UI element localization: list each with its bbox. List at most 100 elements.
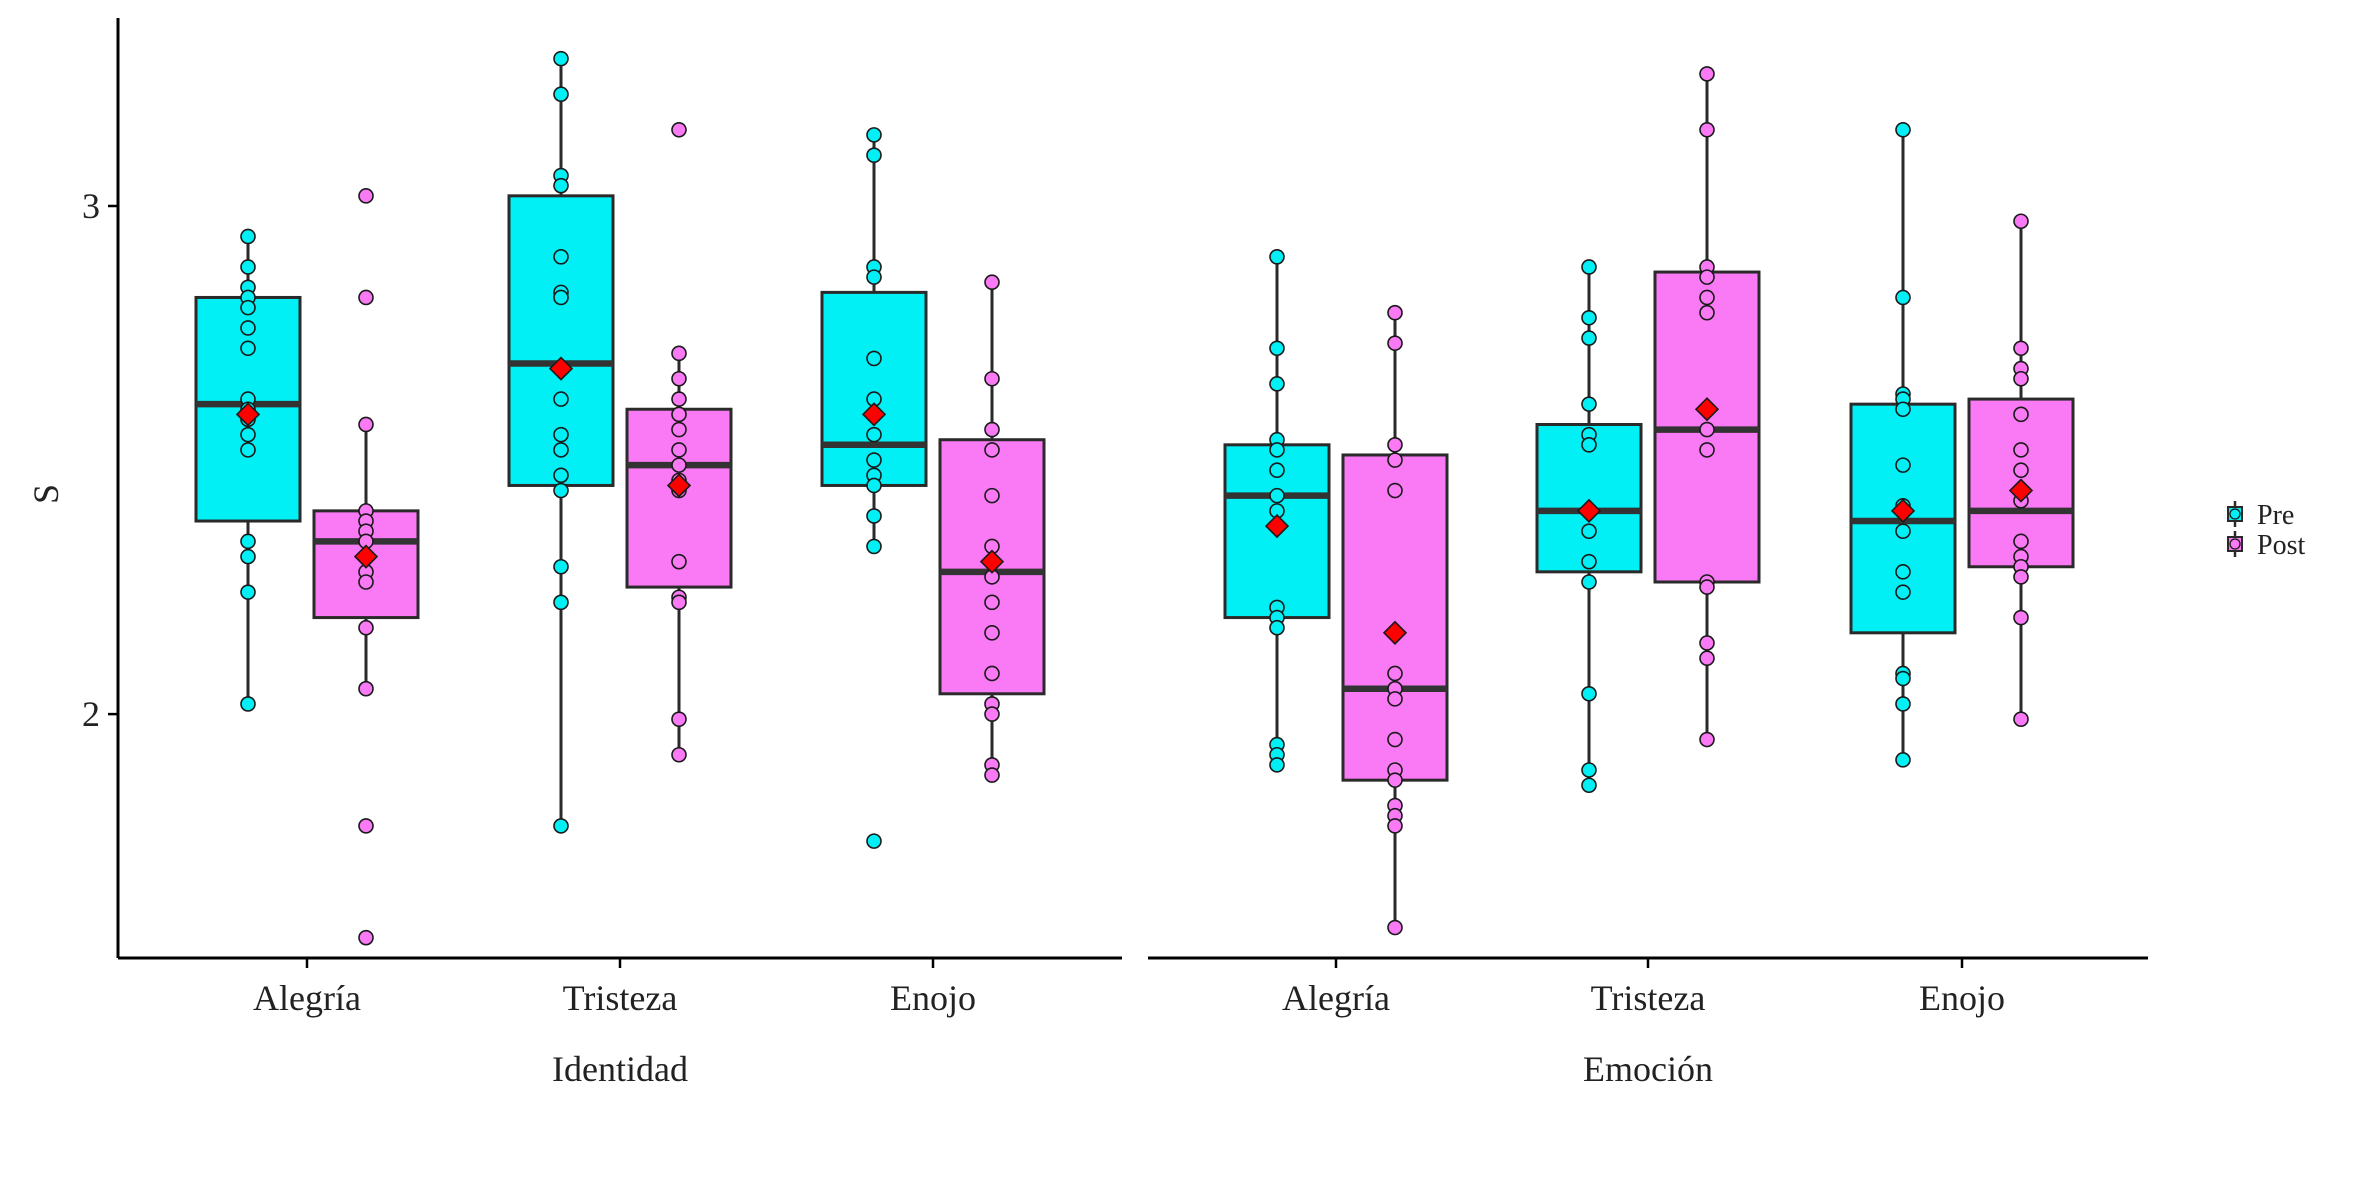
data-point <box>866 477 882 494</box>
data-point <box>358 680 374 697</box>
data-point <box>1387 691 1403 707</box>
data-point <box>1387 304 1403 321</box>
data-point <box>1269 376 1285 392</box>
x-tick-label: Enojo <box>890 978 976 1018</box>
data-point <box>866 350 882 367</box>
data-point <box>671 121 687 138</box>
box-group-pre <box>1849 121 1957 768</box>
data-point <box>671 421 687 438</box>
data-point <box>866 452 882 468</box>
data-point <box>1387 482 1403 499</box>
data-point <box>1387 665 1403 682</box>
data-point <box>1581 553 1597 570</box>
data-point <box>2013 533 2029 550</box>
data-point <box>1895 752 1911 768</box>
data-point <box>240 533 256 550</box>
data-point <box>2013 442 2029 458</box>
data-point <box>1699 579 1715 595</box>
data-point <box>1581 330 1597 346</box>
data-point <box>1387 335 1403 351</box>
y-tick-label: 2 <box>82 694 100 734</box>
box-group-post <box>938 274 1046 783</box>
data-point <box>1269 619 1285 636</box>
data-point <box>2013 370 2029 387</box>
legend-key-point <box>2229 508 2241 520</box>
data-point <box>1387 772 1403 788</box>
data-point <box>984 442 1000 458</box>
data-point <box>866 508 882 524</box>
data-point <box>553 426 569 443</box>
data-point <box>553 467 569 484</box>
mean-marker <box>548 356 574 381</box>
data-point <box>1699 731 1715 748</box>
data-point <box>984 487 1000 504</box>
data-point <box>2013 462 2029 479</box>
data-point <box>1581 777 1597 794</box>
data-point <box>358 574 374 590</box>
data-point <box>240 548 256 565</box>
data-point <box>671 594 687 611</box>
data-point <box>553 442 569 458</box>
data-point <box>1387 437 1403 453</box>
data-point <box>866 833 882 849</box>
mean-marker <box>861 402 887 427</box>
box-group-post <box>1653 66 1761 748</box>
data-point <box>866 127 882 143</box>
data-point <box>984 370 1000 387</box>
data-point <box>671 370 687 387</box>
data-point <box>1895 289 1911 306</box>
data-point <box>984 274 1000 291</box>
data-point <box>553 482 569 499</box>
data-point <box>358 818 374 834</box>
data-point <box>553 594 569 611</box>
data-point <box>866 147 882 163</box>
mean-marker <box>1264 513 1290 539</box>
data-point <box>671 553 687 570</box>
data-point <box>358 929 374 946</box>
box-group-pre <box>1535 259 1643 794</box>
data-point <box>671 746 687 763</box>
data-point <box>984 625 1000 641</box>
data-point <box>1699 121 1715 138</box>
data-point <box>553 86 569 103</box>
data-point <box>984 665 1000 682</box>
box-group-pre <box>1223 249 1331 773</box>
data-point <box>671 457 687 473</box>
data-point <box>1895 564 1911 580</box>
mean-marker <box>2008 478 2034 503</box>
data-point <box>1269 249 1285 265</box>
data-point <box>1581 309 1597 326</box>
data-point <box>2013 711 2029 727</box>
data-point <box>1387 818 1403 834</box>
data-point <box>1895 457 1911 473</box>
data-point <box>1895 401 1911 418</box>
data-point <box>2013 213 2029 230</box>
data-point <box>866 269 882 285</box>
data-point <box>358 289 374 306</box>
data-point <box>240 228 256 245</box>
data-point <box>1699 289 1715 306</box>
x-tick-label: Tristeza <box>563 978 678 1018</box>
panel-2: Alegría Tristeza Enojo Emoción <box>1148 66 2148 1089</box>
x-tick-label: Tristeza <box>1591 978 1706 1018</box>
data-point <box>240 299 256 316</box>
legend-label: Pre <box>2257 500 2294 531</box>
y-tick-label: 3 <box>82 186 100 226</box>
data-point <box>984 594 1000 611</box>
x-tick-label: Alegría <box>1282 978 1390 1018</box>
data-point <box>671 406 687 423</box>
box-group-pre <box>507 50 615 834</box>
data-point <box>240 442 256 458</box>
data-point <box>1581 396 1597 412</box>
mean-marker <box>353 544 379 569</box>
panel-1: 2 3 Alegría Tristeza Enojo Identidad <box>82 18 1122 1089</box>
data-point <box>984 767 1000 783</box>
data-point <box>2013 569 2029 585</box>
x-axis-title: Identidad <box>552 1049 688 1089</box>
legend-key-point <box>2229 538 2241 550</box>
box-group-pre <box>820 127 928 849</box>
data-point <box>1895 523 1911 539</box>
data-point <box>1581 685 1597 702</box>
data-point <box>866 538 882 555</box>
